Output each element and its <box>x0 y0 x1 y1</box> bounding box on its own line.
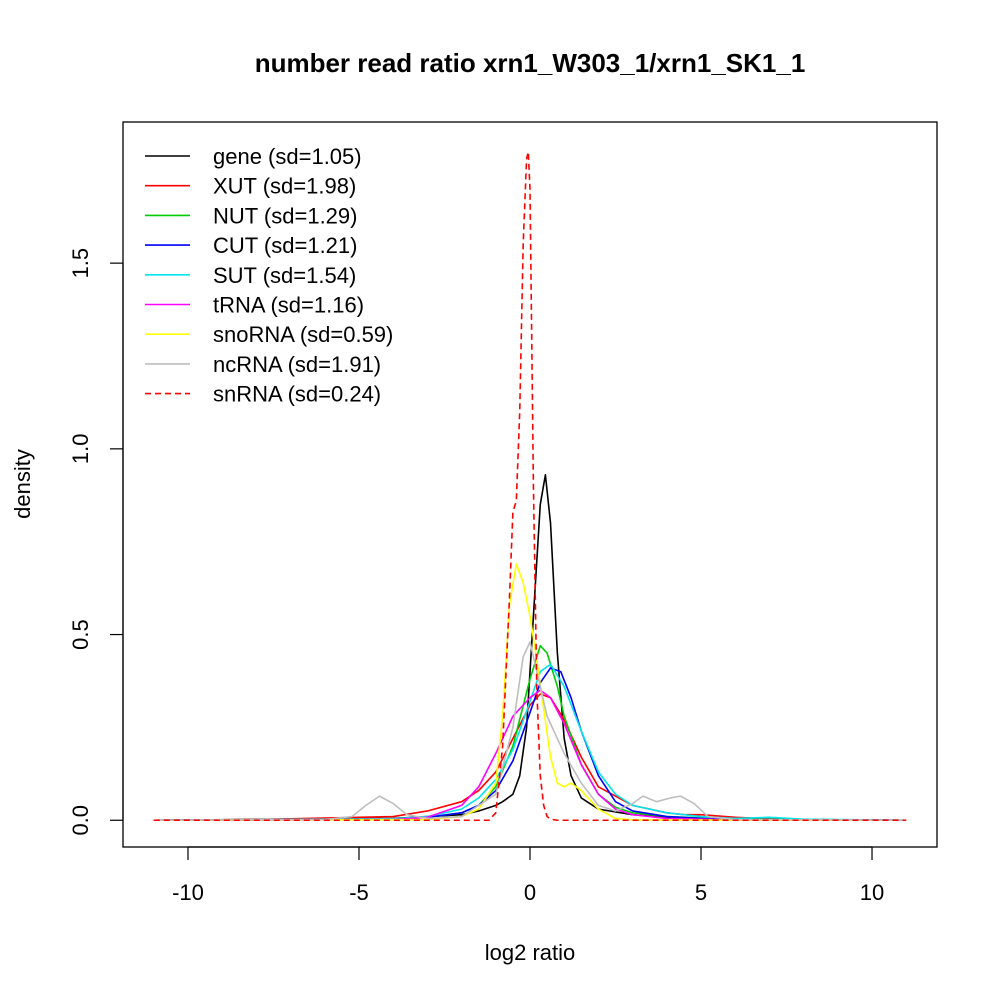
y-tick-label: 1.5 <box>68 248 93 279</box>
y-tick-label: 1.0 <box>68 434 93 465</box>
chart-title: number read ratio xrn1_W303_1/xrn1_SK1_1 <box>255 48 806 78</box>
y-axis: 0.0 0.5 1.0 1.5 <box>68 248 124 836</box>
legend-label-3: CUT (sd=1.21) <box>213 233 357 258</box>
series-line-0 <box>153 474 907 822</box>
legend-label-7: ncRNA (sd=1.91) <box>213 352 381 377</box>
series-line-7 <box>153 641 907 822</box>
series-line-8 <box>153 150 907 822</box>
legend: gene (sd=1.05) XUT (sd=1.98) NUT (sd=1.29)… <box>145 144 393 407</box>
y-tick-label: 0.5 <box>68 619 93 650</box>
x-axis-label: log2 ratio <box>485 940 576 965</box>
x-tick-label: 5 <box>695 880 707 905</box>
legend-label-8: snRNA (sd=0.24) <box>213 382 381 407</box>
curves-group <box>153 150 907 822</box>
legend-label-6: snoRNA (sd=0.59) <box>213 322 393 347</box>
plot-frame <box>122 121 938 848</box>
x-tick-label: -5 <box>349 880 369 905</box>
series-line-3 <box>153 667 907 822</box>
legend-label-4: SUT (sd=1.54) <box>213 263 356 288</box>
legend-label-2: NUT (sd=1.29) <box>213 203 357 228</box>
x-tick-label: -10 <box>172 880 204 905</box>
x-axis: -10 -5 0 5 10 <box>172 846 884 905</box>
y-tick-label: 0.0 <box>68 805 93 836</box>
series-line-4 <box>153 663 907 822</box>
y-axis-label: density <box>10 449 35 519</box>
x-tick-label: 10 <box>860 880 884 905</box>
legend-label-0: gene (sd=1.05) <box>213 144 362 169</box>
legend-label-1: XUT (sd=1.98) <box>213 174 356 199</box>
legend-label-5: tRNA (sd=1.16) <box>213 293 364 318</box>
series-line-6 <box>153 563 907 822</box>
series-line-5 <box>153 689 907 822</box>
x-tick-label: 0 <box>524 880 536 905</box>
